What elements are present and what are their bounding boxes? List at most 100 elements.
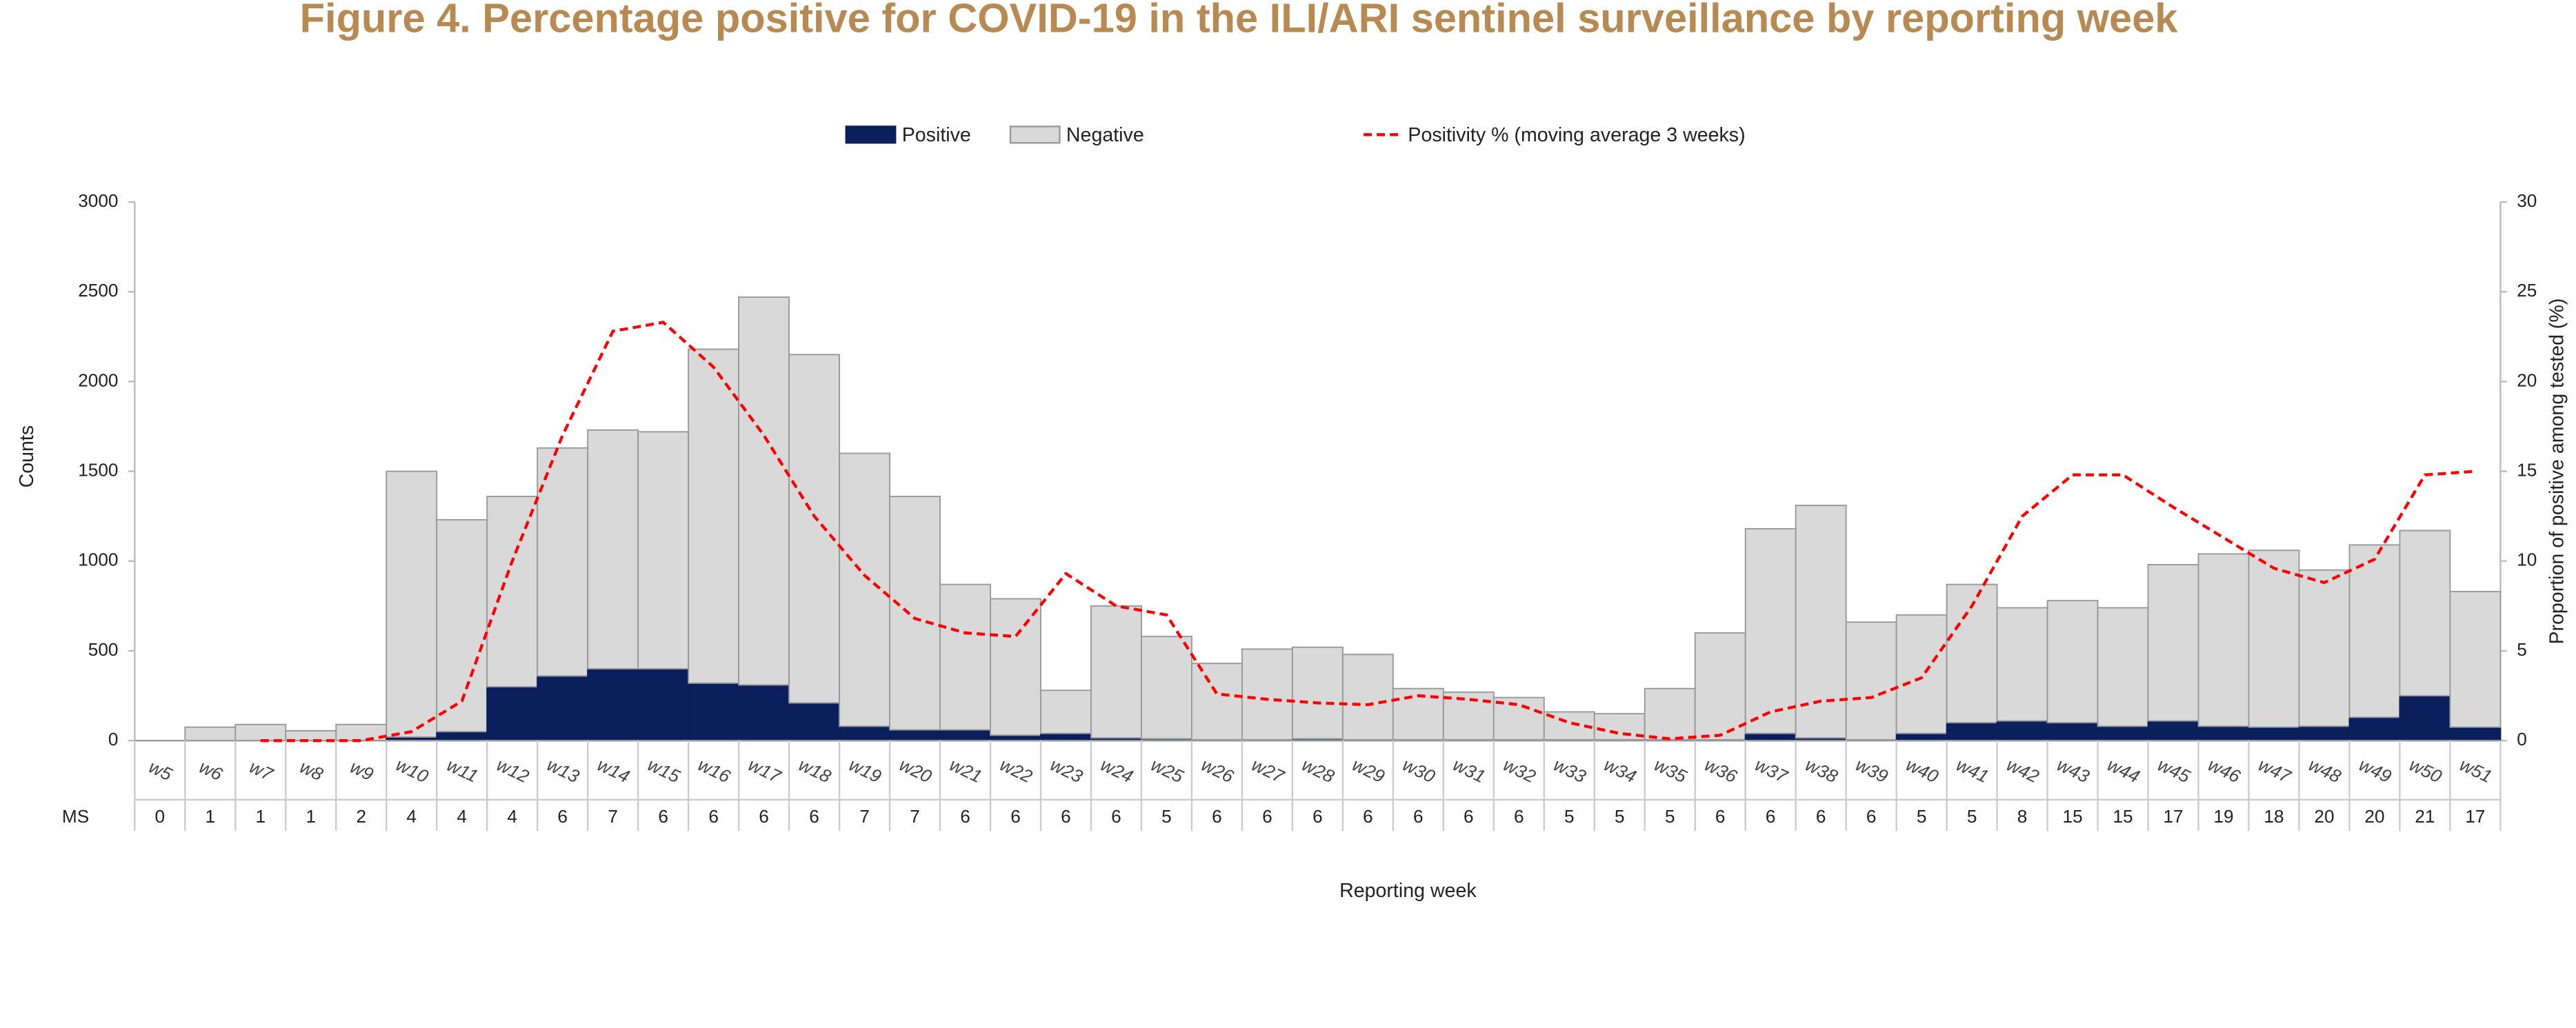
y-tick-label: 2000 <box>78 370 118 390</box>
row-label: MS <box>62 806 89 827</box>
bar-segment <box>2147 720 2199 742</box>
x-tick-label: w44 <box>2104 754 2143 787</box>
bar-segment <box>486 496 539 688</box>
bar-segment <box>1946 722 1998 742</box>
x-tick-label: w43 <box>2054 754 2093 787</box>
x-tick-label: w42 <box>2004 754 2043 787</box>
row-value: 7 <box>859 806 870 827</box>
x-tick-label: w50 <box>2406 754 2446 787</box>
row-value: 6 <box>1312 806 1323 827</box>
x-axis-label: Reporting week <box>1339 880 1477 902</box>
y-axis-label: Counts <box>16 425 38 488</box>
row-value: 7 <box>910 806 920 827</box>
x-tick-label: w51 <box>2457 754 2495 787</box>
x-tick-label: w26 <box>1198 754 1237 787</box>
x-tick-label: w13 <box>543 754 583 787</box>
row-value: 5 <box>1615 806 1625 827</box>
x-tick-label: w46 <box>2205 754 2244 787</box>
bar-segment <box>1190 663 1243 740</box>
bar-segment <box>2348 544 2401 718</box>
y2-tick-label: 20 <box>2517 370 2537 390</box>
bar-segment <box>788 354 841 704</box>
x-tick-label: w45 <box>2155 754 2194 787</box>
row-value: 6 <box>1413 806 1424 827</box>
bar-segment <box>1694 632 1746 740</box>
y-tick-label: 0 <box>108 729 119 749</box>
x-tick-label: w41 <box>1953 754 1992 787</box>
bar-segment <box>436 518 488 733</box>
bar-segment <box>839 452 890 727</box>
x-tick-label: w39 <box>1853 754 1892 787</box>
x-tick-label: w18 <box>795 754 835 787</box>
x-tick-label: w22 <box>997 754 1036 787</box>
x-tick-label: w28 <box>1299 754 1338 787</box>
row-value: 6 <box>1816 806 1826 827</box>
x-tick-label: w33 <box>1550 754 1590 787</box>
y2-tick-label: 0 <box>2517 729 2527 749</box>
x-tick-label: w16 <box>695 754 734 787</box>
x-tick-label: w30 <box>1399 754 1439 787</box>
bar-segment <box>1040 732 1092 742</box>
bar-segment <box>839 725 890 742</box>
bar-segment <box>2248 726 2300 742</box>
x-tick-label: w38 <box>1802 754 1841 787</box>
x-tick-label: w35 <box>1651 754 1690 787</box>
row-value: 6 <box>809 806 819 827</box>
x-tick-label: w21 <box>946 754 985 787</box>
x-tick-label: w12 <box>493 754 532 787</box>
bar-segment <box>436 731 488 742</box>
row-value: 8 <box>2017 806 2028 827</box>
row-value: 6 <box>1715 806 1726 827</box>
row-value: 1 <box>255 806 266 827</box>
row-value: 6 <box>1514 806 1524 827</box>
bar-segment <box>1744 732 1797 742</box>
bar-segment <box>234 723 287 742</box>
x-tick-label: w31 <box>1450 754 1488 787</box>
bar-segment <box>1845 621 1897 740</box>
bar-segment <box>587 429 639 669</box>
row-value: 6 <box>759 806 769 827</box>
y-tick-label: 1000 <box>78 550 118 570</box>
positivity-line <box>260 321 2476 743</box>
x-tick-label: w29 <box>1349 754 1388 787</box>
bar-segment <box>2449 726 2502 742</box>
bar-segment <box>1241 648 1293 740</box>
row-value: 6 <box>1212 806 1222 827</box>
row-value: 6 <box>708 806 719 827</box>
bar-segment <box>2147 564 2199 722</box>
bar-segment <box>2399 530 2451 697</box>
y-tick-label: 2500 <box>78 280 118 301</box>
bar-segment <box>889 496 941 731</box>
row-value: 5 <box>1967 806 1977 827</box>
bar-segment <box>1795 505 1847 739</box>
x-tick-label: w40 <box>1903 754 1942 787</box>
bar-segment <box>1140 636 1192 740</box>
bar-segment <box>1744 527 1797 734</box>
bar-segment <box>2348 716 2401 742</box>
row-value: 7 <box>608 806 618 827</box>
bar-segment <box>486 686 539 742</box>
row-value: 6 <box>658 806 668 827</box>
bar-segment <box>386 470 438 738</box>
bar-segment <box>637 668 690 742</box>
row-value: 6 <box>960 806 970 827</box>
row-value: 5 <box>1564 806 1575 827</box>
row-value: 6 <box>1262 806 1272 827</box>
legend-swatch <box>1009 125 1061 144</box>
legend-label: Positive <box>902 124 971 146</box>
bar-segment <box>2197 725 2250 742</box>
x-tick-label: w27 <box>1248 754 1288 787</box>
x-tick-label: w8 <box>297 756 326 785</box>
row-value: 5 <box>1161 806 1172 827</box>
y2-axis-label: Proportion of positive among tested (%) <box>2546 299 2568 645</box>
y-tick-label: 1500 <box>78 459 118 480</box>
x-tick-label: w7 <box>246 756 277 785</box>
bar-segment <box>939 583 991 731</box>
row-value: 20 <box>2364 806 2384 827</box>
x-tick-label: w5 <box>146 756 175 785</box>
y-tick-label: 500 <box>88 639 119 660</box>
bar-segment <box>889 729 941 742</box>
y-tick-label: 3000 <box>78 190 118 211</box>
x-tick-label: w25 <box>1148 754 1187 787</box>
bar-segment <box>587 668 639 742</box>
